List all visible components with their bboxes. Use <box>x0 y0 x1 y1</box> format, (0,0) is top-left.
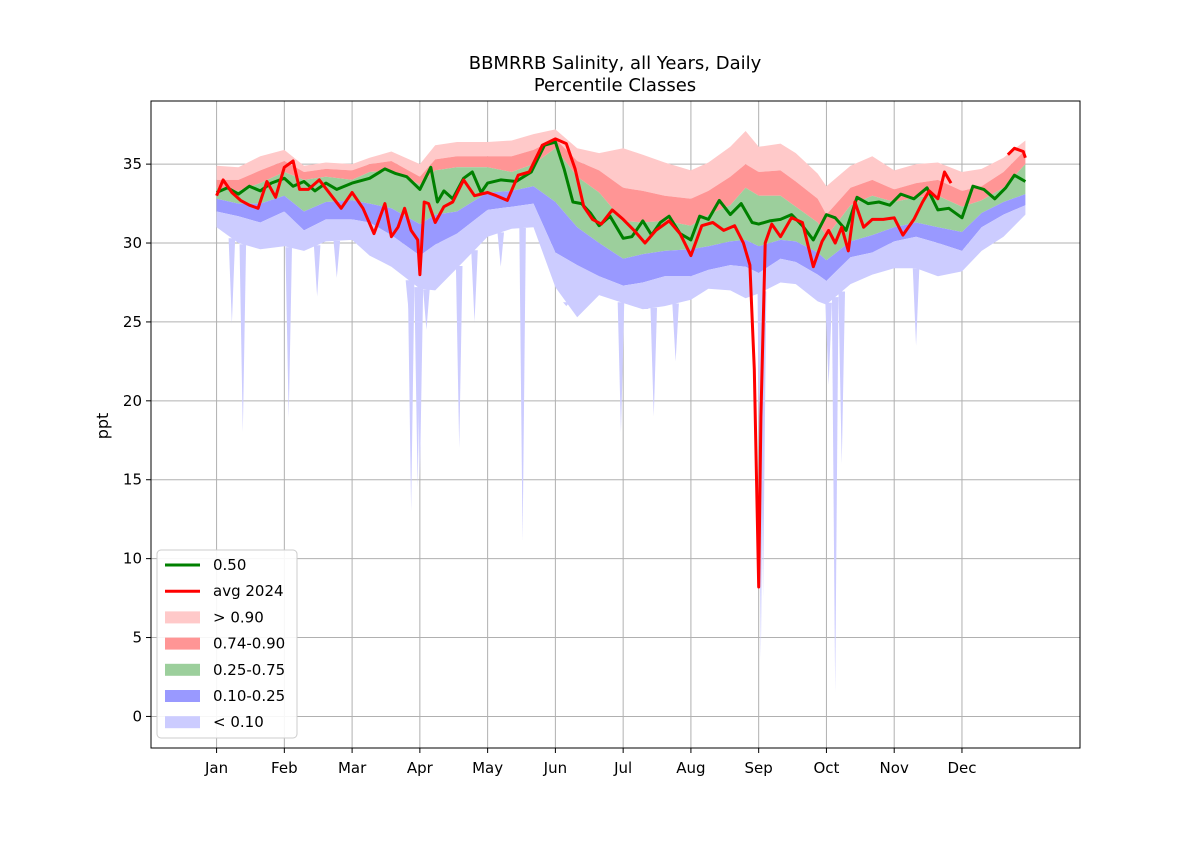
y-tick-label: 35 <box>123 155 142 173</box>
legend-label: avg 2024 <box>213 582 284 600</box>
x-tick-label: Jul <box>613 759 632 777</box>
low-salinity-spike <box>912 268 920 346</box>
y-tick-label: 15 <box>123 471 142 489</box>
low-salinity-spike <box>519 228 526 542</box>
low-salinity-spike <box>471 250 478 322</box>
y-tick-label: 10 <box>123 550 142 568</box>
x-tick-label: Apr <box>407 759 434 777</box>
band--0-10 <box>216 203 1026 318</box>
legend-label: 0.50 <box>213 556 246 574</box>
legend-swatch <box>165 663 200 676</box>
legend: 0.50 avg 2024 > 0.90 0.74-0.90 0.25-0.75 0.10… <box>156 549 298 739</box>
plot-frame <box>150 100 1081 749</box>
series-lines <box>215 137 1027 589</box>
y-axis-label: ppt <box>93 413 112 440</box>
legend-swatch <box>165 611 200 624</box>
legend-swatch <box>165 716 200 729</box>
y-tick-label: 0 <box>132 707 142 725</box>
x-tick-label: Aug <box>676 759 705 777</box>
low-salinity-spike <box>641 298 649 309</box>
line-0-50 <box>216 140 1027 242</box>
axis-ticks: 0 5 10 15 20 25 30 35 Jan Feb Mar Apr May Jun Jul Aug Se… <box>123 155 977 777</box>
x-tick-label: May <box>472 759 503 777</box>
legend-swatch <box>165 637 200 650</box>
low-salinity-spike <box>333 240 341 278</box>
legend-label: > 0.90 <box>213 608 264 626</box>
chart-title-line1: BBMRRB Salinity, all Years, Daily <box>469 53 762 74</box>
low-salinity-spike <box>239 244 247 433</box>
low-salinity-spike <box>617 302 625 433</box>
low-salinity-spike <box>825 302 832 386</box>
x-tick-label: Sep <box>745 759 773 777</box>
x-tick-label: Dec <box>947 759 976 777</box>
low-salinity-spike <box>672 303 679 362</box>
low-salinity-spike <box>563 302 570 307</box>
x-tick-label: Mar <box>338 759 367 777</box>
low-salinity-spike <box>423 289 430 330</box>
low-salinity-spike <box>497 232 505 267</box>
y-tick-label: 5 <box>132 629 142 647</box>
band-0-25-0-75 <box>216 148 1026 261</box>
x-tick-label: Nov <box>880 759 909 777</box>
line-avg-2024 <box>215 137 1027 589</box>
y-tick-label: 20 <box>123 392 142 410</box>
low-salinity-spike <box>831 297 839 693</box>
x-tick-label: Feb <box>271 759 298 777</box>
x-tick-label: Jan <box>204 759 228 777</box>
low-salinity-spike <box>416 288 424 480</box>
y-tick-label: 30 <box>123 234 142 252</box>
band-0-10-0-25 <box>216 186 1026 286</box>
x-tick-label: Jun <box>543 759 567 777</box>
low-salinity-spike <box>407 281 415 512</box>
y-tick-label: 25 <box>123 313 142 331</box>
chart-title-line2: Percentile Classes <box>534 75 696 96</box>
percentile-bands <box>216 129 1026 693</box>
legend-label: 0.10-0.25 <box>213 687 285 705</box>
low-salinity-spike <box>455 266 463 449</box>
legend-label: < 0.10 <box>213 713 264 731</box>
band--0-90 <box>216 129 1026 215</box>
legend-swatch <box>165 690 200 702</box>
low-salinity-spike <box>228 238 236 324</box>
x-tick-label: Oct <box>813 759 839 777</box>
band-0-74-0-90 <box>216 138 1026 237</box>
legend-label: 0.25-0.75 <box>213 661 285 679</box>
low-salinity-spike <box>285 247 292 419</box>
low-salinity-spike <box>313 245 321 297</box>
legend-label: 0.74-0.90 <box>213 635 285 653</box>
low-salinity-spike <box>838 291 846 464</box>
low-salinity-spike <box>650 307 658 417</box>
